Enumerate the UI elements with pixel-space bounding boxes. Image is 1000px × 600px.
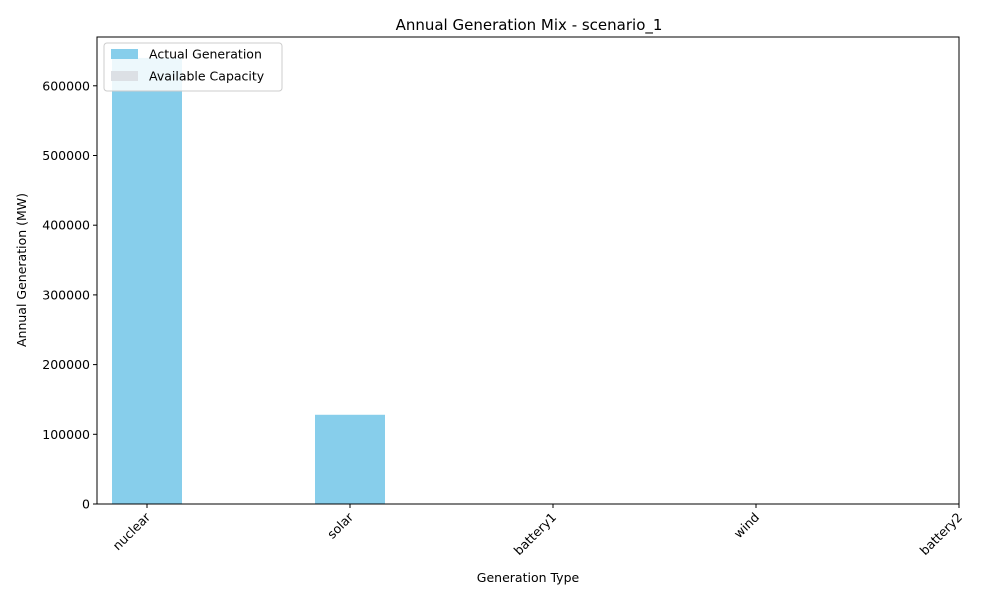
y-axis: 0 100000 200000 300000 400000 500000 600000: [42, 78, 97, 512]
legend-label-0: Actual Generation: [149, 47, 262, 62]
y-axis-label: Annual Generation (MW): [14, 193, 29, 347]
legend-box: [103, 42, 283, 92]
legend-label-1: Available Capacity: [149, 69, 265, 84]
x-tick-label-battery1: battery1: [511, 510, 559, 558]
x-axis-label: Generation Type: [477, 570, 580, 585]
plot-frame: [96, 36, 960, 505]
y-tick-label: 0: [82, 497, 90, 512]
bars-layer: [112, 57, 385, 504]
x-tick-label-nuclear: nuclear: [110, 509, 154, 553]
y-tick-label: 100000: [42, 427, 90, 442]
y-tick-label: 600000: [42, 78, 90, 93]
legend-swatch-0: [111, 49, 138, 59]
x-axis: nuclear solar battery1 wind battery2: [110, 504, 965, 558]
y-tick-label: 400000: [42, 218, 90, 233]
y-tick-label: 300000: [42, 287, 90, 302]
y-tick-label: 500000: [42, 148, 90, 163]
legend: Actual Generation Available Capacity: [103, 42, 283, 92]
legend-swatch-1: [111, 71, 138, 81]
x-tick-label-wind: wind: [731, 510, 763, 542]
y-tick-label: 200000: [42, 357, 90, 372]
chart-title: Annual Generation Mix - scenario_1: [396, 16, 663, 35]
bar-solar: [315, 414, 385, 504]
bar-nuclear: [112, 57, 182, 504]
x-tick-label-solar: solar: [324, 509, 357, 542]
x-tick-label-battery2: battery2: [917, 510, 965, 558]
